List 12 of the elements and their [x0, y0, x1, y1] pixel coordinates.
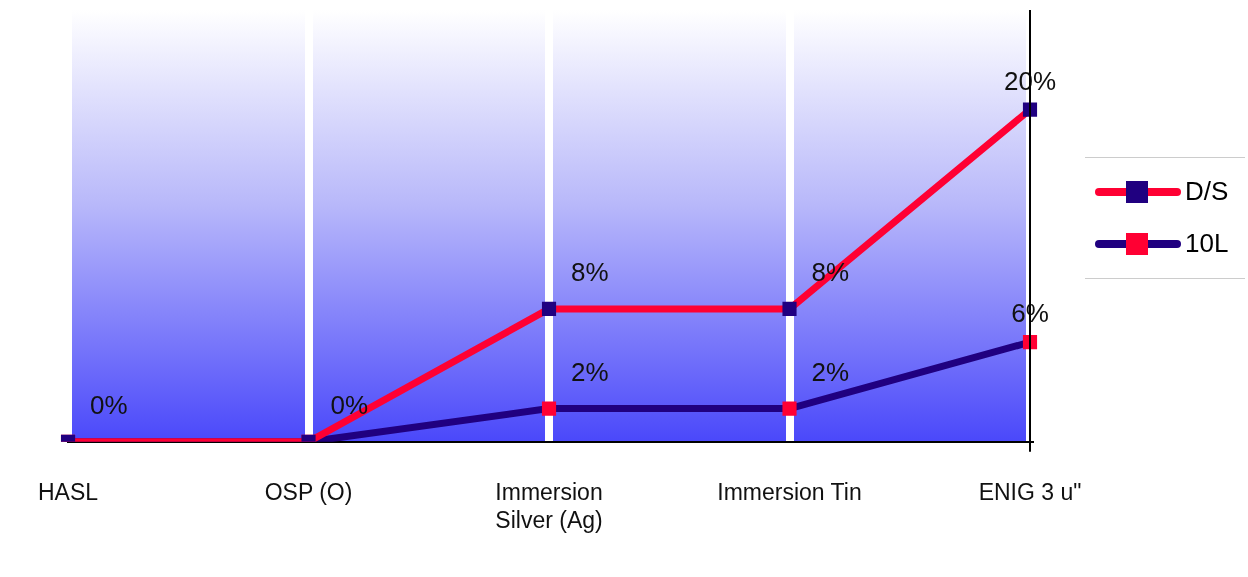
x-tick-label: OSP (O): [264, 478, 353, 505]
data-label: 2%: [811, 356, 850, 387]
data-label: 0%: [330, 389, 369, 420]
x-tick-label: HASL: [37, 478, 99, 505]
data-label: 0%: [90, 389, 128, 420]
legend-label: 10L: [1185, 228, 1229, 260]
data-label: 2%: [571, 356, 609, 387]
data-label: 8%: [571, 257, 609, 288]
x-tick-label: ENIG 3 u": [978, 478, 1082, 505]
x-tick-label: Immersion Silver (Ag): [495, 478, 603, 533]
legend-label: D/S: [1185, 176, 1229, 208]
x-tick-label: Immersion Tin: [717, 478, 862, 505]
